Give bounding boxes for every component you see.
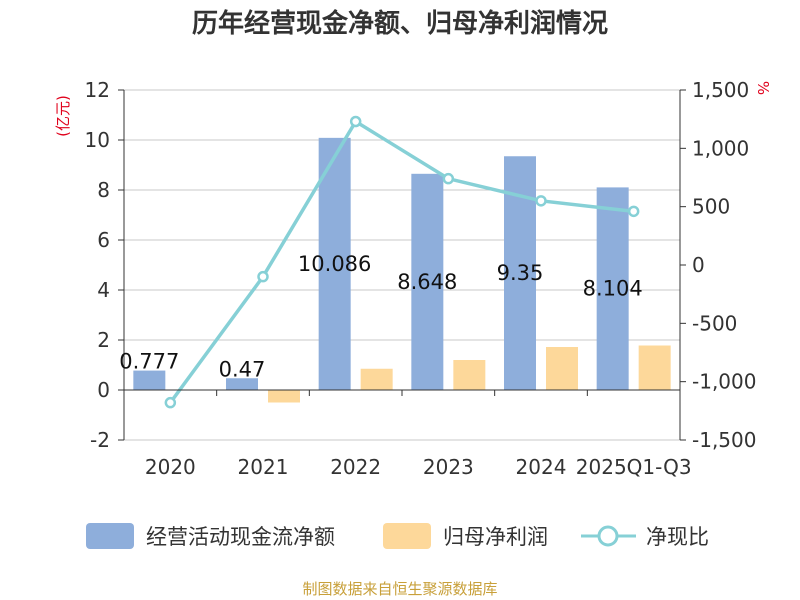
right-axis-tick-label: 500: [692, 195, 730, 219]
bar-profit: [638, 345, 671, 390]
legend-label-profit: 归母净利润: [443, 525, 548, 549]
source-note: 制图数据来自恒生聚源数据库: [302, 580, 497, 598]
point-ratio: [257, 270, 269, 283]
left-axis-tick-label: 12: [85, 78, 110, 102]
point-ratio: [535, 195, 547, 207]
point-ratio: [442, 172, 455, 185]
left-axis-tick-label: 10: [85, 128, 110, 152]
line-layer: [164, 115, 640, 409]
x-axis-tick-label: 2025Q1-Q3: [576, 455, 692, 479]
right-axis-tick-label: 0: [692, 253, 705, 277]
chart-title: 历年经营现金净额、归母净利润情况: [192, 8, 608, 39]
data-label-cashflow: 0.47: [219, 357, 266, 381]
data-label-cashflow: 10.086: [298, 252, 371, 276]
right-axis-tick-label: 1,500: [692, 78, 749, 102]
right-axis-unit: %: [754, 81, 772, 95]
x-axis-tick-label: 2024: [516, 455, 567, 479]
bar-profit: [546, 347, 578, 390]
x-axis-tick-label: 2021: [238, 455, 289, 479]
bar-cashflow: [318, 137, 351, 390]
left-axis-tick-label: 8: [97, 178, 110, 202]
bar-cashflow: [133, 370, 166, 390]
right-axis-tick-label: 1,000: [692, 136, 749, 160]
bar-profit: [268, 390, 300, 403]
bars-layer: [133, 137, 671, 403]
data-label-cashflow: 8.104: [583, 277, 643, 301]
x-axis-tick-label: 2020: [145, 455, 196, 479]
legend: 经营活动现金流净额 归母净利润 净现比: [86, 523, 709, 549]
right-axis-tick-label: -1,500: [692, 428, 756, 452]
right-axis-tick-label: -500: [692, 311, 737, 335]
bar-cashflow: [411, 173, 444, 390]
data-label-cashflow: 0.777: [119, 350, 179, 374]
point-ratio: [627, 205, 640, 218]
left-axis-tick-label: 6: [97, 228, 110, 252]
left-axis-tick-label: -2: [90, 428, 110, 452]
data-labels-layer: 0.777 0.47 10.086 8.648 9.35 8.104: [119, 252, 642, 381]
data-label-cashflow: 9.35: [497, 261, 544, 285]
left-axis-tick-label: 4: [97, 278, 110, 302]
axes-layer: -2 0 2 4 6 8 10 12 -1,500 -1,000 -500 0 500 1,000 1,50…: [85, 78, 757, 479]
left-axis-tick-label: 0: [97, 378, 110, 402]
legend-swatch-profit: [383, 523, 431, 549]
line-ratio: [168, 119, 634, 404]
legend-label-cashflow: 经营活动现金流净额: [146, 525, 335, 549]
legend-swatch-cashflow: [86, 523, 134, 549]
x-axis-tick-label: 2022: [330, 455, 381, 479]
legend-label-ratio: 净现比: [646, 525, 709, 549]
grid-layer: [124, 89, 680, 441]
x-axis-tick-label: 2023: [423, 455, 474, 479]
point-ratio: [164, 396, 177, 409]
point-ratio: [349, 115, 362, 128]
left-axis-unit: (亿元): [54, 95, 72, 137]
left-axis-tick-label: 2: [97, 328, 110, 352]
bar-cashflow: [226, 378, 258, 390]
legend-marker-ratio: [597, 525, 619, 547]
bar-cashflow: [596, 187, 629, 390]
data-label-cashflow: 8.648: [397, 270, 457, 294]
bar-profit: [453, 360, 486, 390]
bar-profit: [360, 368, 393, 390]
right-axis-tick-label: -1,000: [692, 370, 756, 394]
